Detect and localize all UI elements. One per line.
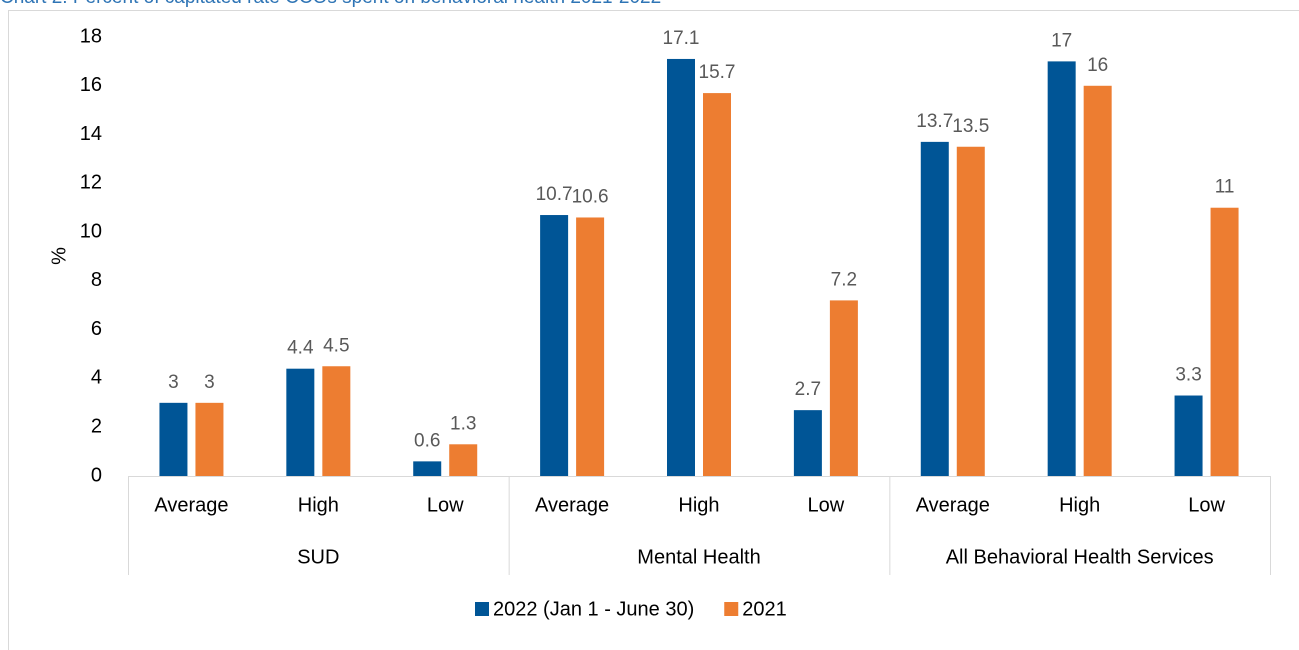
value-label: 3 xyxy=(168,372,179,393)
value-label: 0.6 xyxy=(414,430,440,451)
bar xyxy=(1083,85,1112,477)
group-label: Mental Health xyxy=(637,546,760,568)
bar xyxy=(793,410,822,476)
value-label: 10.7 xyxy=(536,184,573,205)
bar xyxy=(1210,207,1239,476)
y-tick-label: 2 xyxy=(91,416,102,438)
bar xyxy=(1047,61,1076,477)
bar xyxy=(159,402,188,476)
y-tick-label: 6 xyxy=(91,318,102,340)
value-label: 13.5 xyxy=(952,116,989,137)
y-tick-label: 4 xyxy=(91,367,102,389)
x-tick-label: Low xyxy=(427,494,464,516)
bar xyxy=(920,141,949,476)
value-label: 10.6 xyxy=(572,186,609,207)
group-label: SUD xyxy=(297,546,339,568)
value-label: 16 xyxy=(1087,55,1108,76)
value-label: 1.3 xyxy=(450,413,476,434)
bar xyxy=(449,444,478,476)
bar xyxy=(1174,395,1203,476)
value-label: 4.4 xyxy=(287,338,314,359)
value-label: 4.5 xyxy=(323,335,349,356)
bar xyxy=(829,300,858,476)
bar xyxy=(322,366,351,476)
bar xyxy=(286,368,315,476)
x-tick-label: Low xyxy=(808,494,845,516)
legend-label: 2022 (Jan 1 - June 30) xyxy=(493,598,694,620)
x-tick-label: Average xyxy=(154,494,228,516)
value-label: 15.7 xyxy=(699,62,736,83)
chart-title: Chart 2: Percent of capitated rate CCOs … xyxy=(0,0,661,8)
bar xyxy=(956,146,985,476)
value-label: 13.7 xyxy=(916,111,953,132)
bar xyxy=(703,93,731,476)
y-tick-label: 10 xyxy=(80,220,102,242)
bar xyxy=(667,58,695,476)
x-tick-label: Average xyxy=(916,494,990,516)
value-label: 7.2 xyxy=(831,269,857,290)
value-label: 17 xyxy=(1051,30,1072,51)
x-tick-label: Low xyxy=(1188,494,1225,516)
y-tick-label: 0 xyxy=(91,464,102,486)
value-label: 3 xyxy=(204,372,215,393)
legend-swatch xyxy=(475,602,489,616)
y-tick-label: 18 xyxy=(80,25,102,47)
legend-label: 2021 xyxy=(742,598,787,620)
y-axis-label: % xyxy=(48,247,70,265)
value-label: 11 xyxy=(1215,177,1235,198)
value-label: 2.7 xyxy=(795,379,821,400)
y-tick-label: 8 xyxy=(91,269,102,291)
group-label: All Behavioral Health Services xyxy=(946,546,1214,568)
y-tick-label: 14 xyxy=(80,123,102,145)
legend-swatch xyxy=(724,602,739,616)
bar xyxy=(540,215,569,477)
x-tick-label: High xyxy=(298,494,339,516)
value-label: 3.3 xyxy=(1175,365,1201,386)
value-label: 17.1 xyxy=(663,28,700,49)
x-tick-label: High xyxy=(678,494,719,516)
x-tick-label: Average xyxy=(535,494,609,516)
y-tick-label: 16 xyxy=(80,74,102,96)
x-tick-label: High xyxy=(1059,494,1100,516)
bar xyxy=(413,461,442,476)
bar xyxy=(195,402,224,476)
bar xyxy=(576,217,605,476)
y-tick-label: 12 xyxy=(80,172,102,194)
